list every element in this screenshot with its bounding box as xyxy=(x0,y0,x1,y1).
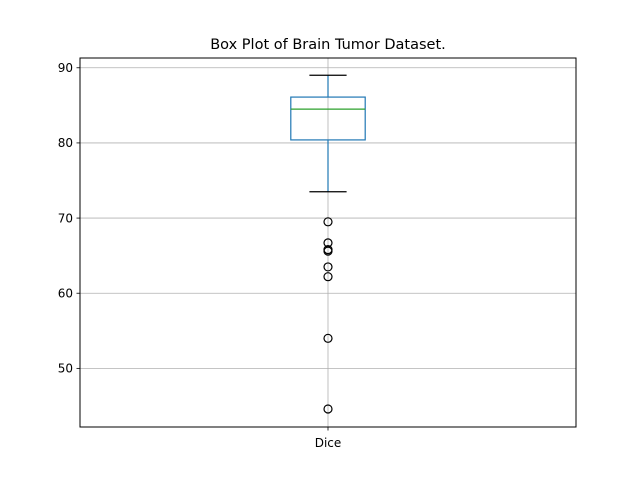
x-tick-label: Dice xyxy=(315,436,342,450)
outlier-point xyxy=(323,246,333,256)
y-tick-label: 50 xyxy=(58,362,73,376)
chart-title: Box Plot of Brain Tumor Dataset. xyxy=(210,37,446,53)
box-layer xyxy=(290,74,366,414)
y-tick-label: 80 xyxy=(58,136,73,150)
tick-layer: 50 60 70 80 90 Dice xyxy=(58,61,342,450)
outlier-point xyxy=(323,333,333,343)
outlier-point xyxy=(323,217,333,227)
y-tick-label: 90 xyxy=(58,61,73,75)
y-tick-label: 70 xyxy=(58,211,73,225)
outlier-point xyxy=(323,272,333,282)
outlier-point xyxy=(323,404,333,414)
grid-layer xyxy=(80,58,576,427)
iqr-box xyxy=(290,96,366,141)
y-tick-label: 60 xyxy=(58,287,73,301)
outlier-point xyxy=(323,262,333,272)
